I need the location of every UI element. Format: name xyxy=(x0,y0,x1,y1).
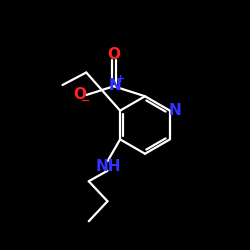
Text: −: − xyxy=(81,96,91,106)
Text: N: N xyxy=(108,78,121,92)
Text: N: N xyxy=(169,102,182,118)
Text: O: O xyxy=(107,47,120,62)
Text: +: + xyxy=(116,74,125,84)
Text: NH: NH xyxy=(95,159,121,174)
Text: O: O xyxy=(74,87,86,102)
